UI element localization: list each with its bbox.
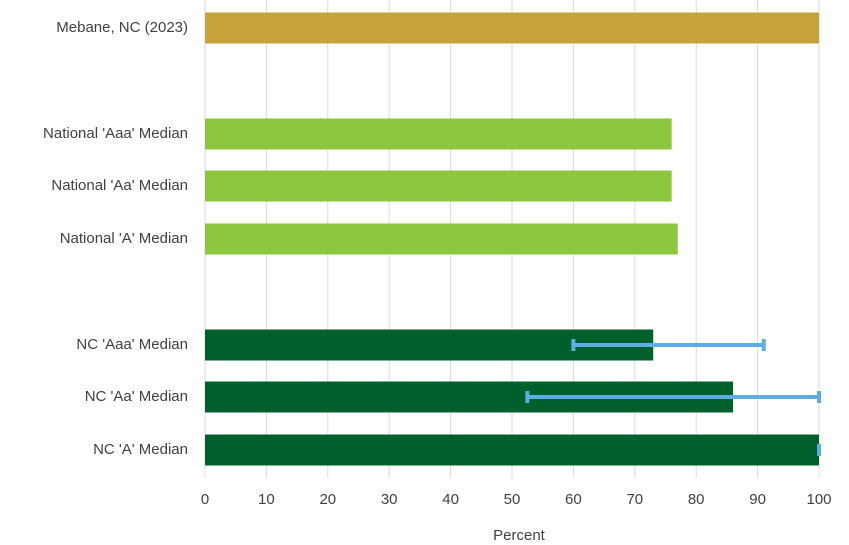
category-label: NC 'Aa' Median xyxy=(85,388,188,405)
category-labels: Mebane, NC (2023) National 'Aaa' Median Na… xyxy=(43,19,188,458)
x-tick-label: 80 xyxy=(688,491,705,508)
x-tick-label: 90 xyxy=(749,491,766,508)
x-tick-label: 50 xyxy=(504,491,521,508)
x-tick-label: 40 xyxy=(442,491,459,508)
bar xyxy=(205,12,819,44)
x-axis-title: Percent xyxy=(493,527,546,544)
x-tick-label: 10 xyxy=(258,491,275,508)
x-tick-label: 60 xyxy=(565,491,582,508)
error-bar xyxy=(571,339,766,351)
x-tick-label: 20 xyxy=(319,491,336,508)
x-tick-label: 0 xyxy=(201,491,209,508)
bar xyxy=(205,170,672,202)
error-bar xyxy=(525,391,821,403)
bar xyxy=(205,118,672,150)
category-label: National 'A' Median xyxy=(60,230,188,247)
category-label: National 'Aaa' Median xyxy=(43,125,188,142)
x-tick-label: 30 xyxy=(381,491,398,508)
x-tick-label: 100 xyxy=(806,491,831,508)
x-tick-label: 70 xyxy=(626,491,643,508)
error-bars xyxy=(525,339,821,456)
x-tick-labels: 0 10 20 30 40 50 60 70 80 90 100 xyxy=(201,491,832,508)
bars xyxy=(205,12,819,466)
category-label: National 'Aa' Median xyxy=(51,177,188,194)
category-label: NC 'A' Median xyxy=(93,441,188,458)
bar xyxy=(205,434,819,466)
category-label: NC 'Aaa' Median xyxy=(76,336,188,353)
category-label: Mebane, NC (2023) xyxy=(56,19,188,36)
bar xyxy=(205,223,678,255)
